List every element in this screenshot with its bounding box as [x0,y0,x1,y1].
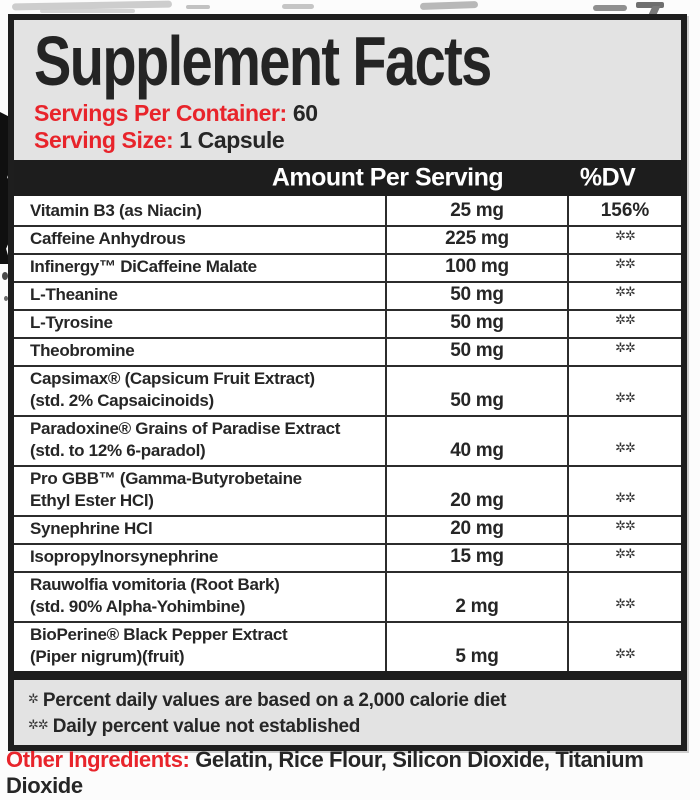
ingredient-row: Synephrine HCl 20 mg ✲✲ [14,515,681,543]
ingredient-dv: ✲✲ [567,227,681,253]
ingredient-dv: ✲✲ [567,255,681,281]
ingredient-name: Caffeine Anhydrous [30,229,186,248]
ingredient-amount: 225 mg [385,227,567,253]
ingredient-dv: ✲✲ [567,573,681,621]
panel-header: Supplement Facts Servings Per Container:… [14,20,681,160]
ingredient-name: L-Theanine [30,285,118,304]
ingredient-row: L-Theanine 50 mg ✲✲ [14,281,681,309]
ingredient-row: Rauwolfia vomitoria (Root Bark) (std. 90… [14,571,681,621]
ingredient-amount: 25 mg [385,196,567,225]
serving-size-value: 1 Capsule [179,127,285,153]
servings-per-container-value: 60 [292,100,318,126]
ingredient-dv: ✲✲ [567,623,681,671]
ink-dot-artifact [4,296,8,301]
ingredient-name: Synephrine HCl [30,519,153,538]
ingredient-row: BioPerine® Black Pepper Extract (Piper n… [14,621,681,671]
ingredient-amount: 50 mg [385,367,567,415]
ingredient-name: Vitamin B3 (as Niacin) [30,201,202,220]
ingredient-row: Paradoxine® Grains of Paradise Extract (… [14,415,681,465]
dv-header: %DV [579,163,636,192]
ingredient-amount: 50 mg [385,283,567,309]
footnotes: ✲ Percent daily values are based on a 2,… [14,680,681,745]
column-header-bar: Amount Per Serving %DV [14,160,681,196]
ingredient-name: Isopropylnorsynephrine [30,547,218,566]
ingredient-name: Paradoxine® Grains of Paradise Extract (… [30,419,341,460]
ingredient-name: Rauwolfia vomitoria (Root Bark) (std. 90… [30,575,280,616]
amount-per-serving-header: Amount Per Serving [271,163,504,192]
ingredient-row: Theobromine 50 mg ✲✲ [14,337,681,365]
ingredient-name: Theobromine [30,341,135,360]
double-asterisk-icon: ✲✲ [28,717,49,732]
print-smudge [282,4,314,9]
print-smudge [593,5,627,11]
ingredient-dv: ✲✲ [567,517,681,543]
other-ingredients-value: Gelatin, Rice Flour, Silicon Dioxide, Ti… [6,747,644,798]
supplement-facts-panel: Supplement Facts Servings Per Container:… [8,14,687,751]
print-smudge [186,5,210,9]
ingredient-name: Capsimax® (Capsicum Fruit Extract) (std.… [30,369,315,410]
print-smudge [40,9,135,13]
panel-title: Supplement Facts [34,22,492,100]
ingredient-amount: 15 mg [385,545,567,571]
ingredient-name: Infinergy™ DiCaffeine Malate [30,257,257,276]
ingredient-dv: ✲✲ [567,367,681,415]
serving-size-label: Serving Size: [34,127,174,153]
ingredient-name: BioPerine® Black Pepper Extract (Piper n… [30,625,288,666]
servings-per-container-line: Servings Per Container: 60 [34,100,681,127]
ingredient-dv: ✲✲ [567,417,681,465]
ingredient-row: Pro GBB™ (Gamma-Butyrobetaine Ethyl Este… [14,465,681,515]
footnote-daily-value: ✲ Percent daily values are based on a 2,… [28,690,507,711]
ingredient-amount: 50 mg [385,311,567,337]
other-ingredients: Other Ingredients: Gelatin, Rice Flour, … [6,747,668,799]
print-smudge [419,0,479,11]
ingredient-amount: 5 mg [385,623,567,671]
ingredient-amount: 20 mg [385,467,567,515]
print-smudge [636,2,664,8]
ingredient-amount: 100 mg [385,255,567,281]
ingredient-row: L-Tyrosine 50 mg ✲✲ [14,309,681,337]
ingredient-row: Isopropylnorsynephrine 15 mg ✲✲ [14,543,681,571]
ingredient-row: Capsimax® (Capsicum Fruit Extract) (std.… [14,365,681,415]
ingredient-amount: 40 mg [385,417,567,465]
ingredient-dv: ✲✲ [567,311,681,337]
other-ingredients-label: Other Ingredients: [6,747,190,772]
servings-per-container-label: Servings Per Container: [34,100,287,126]
serving-size-line: Serving Size: 1 Capsule [34,127,681,154]
ingredient-row: Caffeine Anhydrous 225 mg ✲✲ [14,225,681,253]
ingredients-table: Vitamin B3 (as Niacin) 25 mg 156% Caffei… [14,196,681,671]
ingredient-dv: 156% [567,196,681,225]
ingredient-row: Vitamin B3 (as Niacin) 25 mg 156% [14,196,681,225]
ingredient-dv: ✲✲ [567,467,681,515]
ingredient-dv: ✲✲ [567,545,681,571]
asterisk-icon: ✲ [28,691,39,706]
ingredient-amount: 2 mg [385,573,567,621]
ingredient-name: L-Tyrosine [30,313,113,332]
footnote-not-established: ✲✲ Daily percent value not established [28,716,361,737]
ink-dot-artifact [2,272,8,280]
ingredient-row: Infinergy™ DiCaffeine Malate 100 mg ✲✲ [14,253,681,281]
ingredient-dv: ✲✲ [567,283,681,309]
ingredient-dv: ✲✲ [567,339,681,365]
ingredient-name: Pro GBB™ (Gamma-Butyrobetaine Ethyl Este… [30,469,302,510]
ingredient-amount: 20 mg [385,517,567,543]
footnote-divider [14,671,681,680]
ingredient-amount: 50 mg [385,339,567,365]
